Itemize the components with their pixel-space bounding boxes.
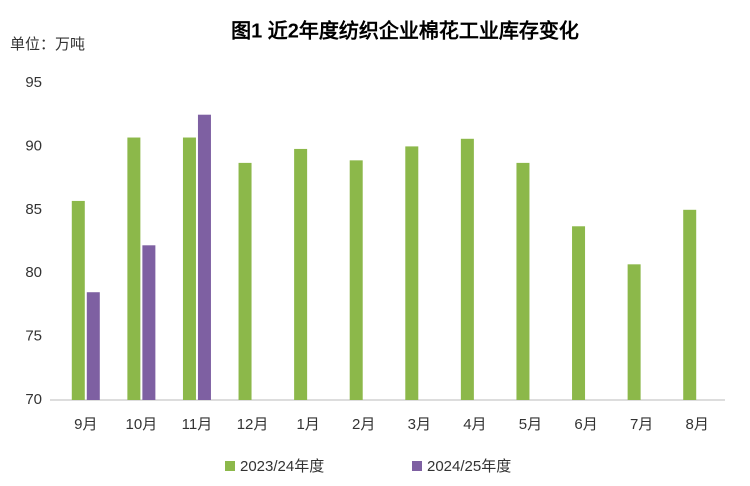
bar (405, 146, 419, 400)
y-tick-label: 90 (25, 137, 42, 154)
y-tick-label: 70 (25, 391, 42, 408)
legend-label: 2024/25年度 (427, 458, 511, 475)
x-tick-label: 1月 (296, 416, 319, 433)
y-tick-label: 75 (25, 328, 42, 345)
bar (683, 209, 697, 400)
x-tick-label: 8月 (686, 416, 709, 433)
bar (349, 160, 363, 400)
x-tick-label: 9月 (74, 416, 97, 433)
bar (86, 292, 100, 400)
bar (127, 137, 141, 401)
unit-label: 单位：万吨 (10, 36, 85, 53)
x-tick-label: 2月 (352, 416, 375, 433)
bar (294, 148, 308, 400)
y-tick-label: 95 (25, 74, 42, 91)
bar (627, 264, 641, 400)
legend-label: 2023/24年度 (240, 458, 324, 475)
x-tick-label: 6月 (574, 416, 597, 433)
x-tick-label: 11月 (182, 416, 213, 433)
x-tick-label: 4月 (463, 416, 486, 433)
x-tick-label: 7月 (630, 416, 653, 433)
x-tick-label: 5月 (519, 416, 542, 433)
bar (238, 162, 252, 400)
x-tick-label: 3月 (408, 416, 431, 433)
bar (182, 137, 196, 401)
bar (197, 114, 211, 400)
bar (516, 162, 530, 400)
legend-swatch (412, 461, 422, 471)
bar (460, 138, 474, 401)
bar (142, 245, 156, 400)
legend-swatch (225, 461, 235, 471)
x-tick-label: 12月 (237, 416, 269, 433)
bar (71, 200, 85, 400)
x-tick-label: 10月 (126, 416, 158, 433)
chart-title: 图1 近2年度纺织企业棉花工业库存变化 (231, 18, 579, 42)
bar (572, 226, 586, 400)
y-tick-label: 80 (25, 264, 42, 281)
y-tick-label: 85 (25, 201, 42, 218)
